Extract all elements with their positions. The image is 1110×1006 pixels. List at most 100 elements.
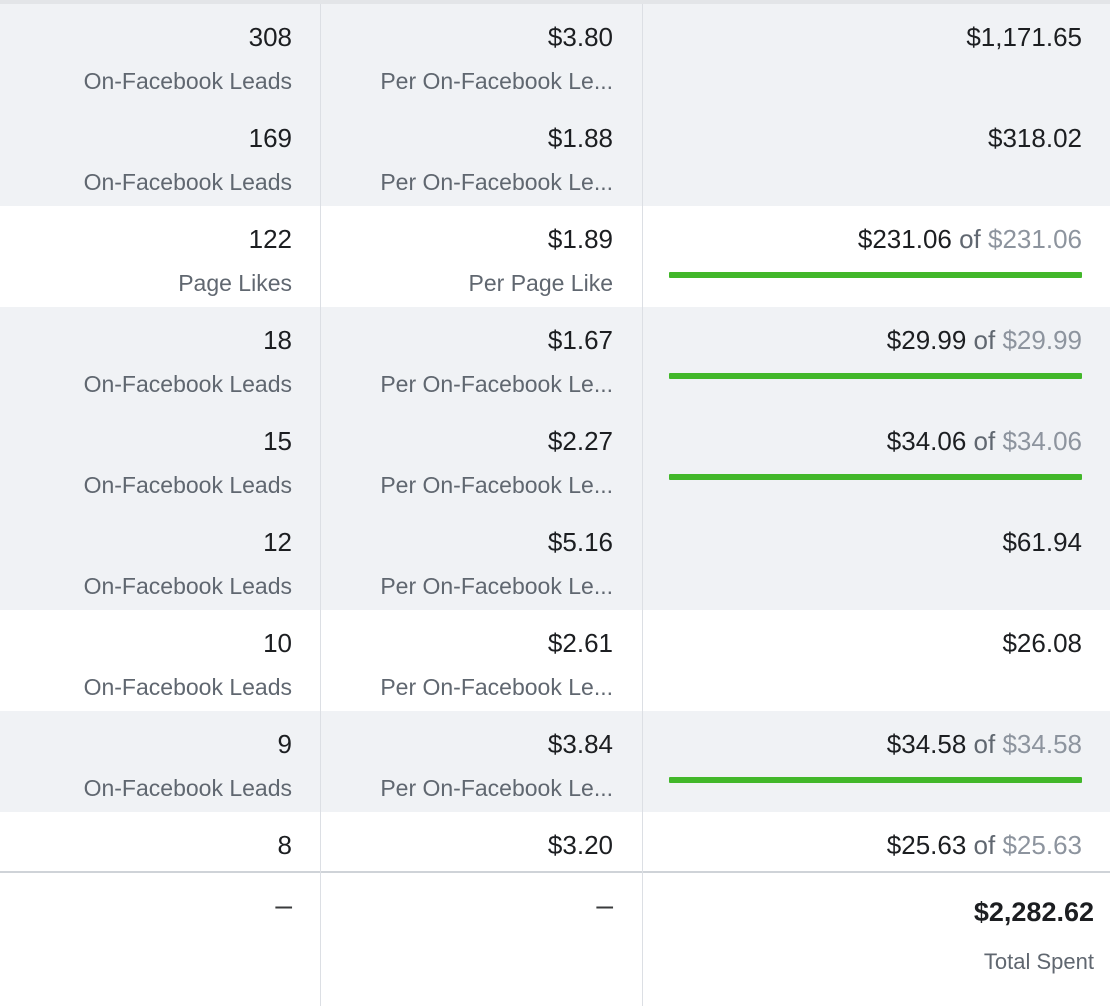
total-spent-value: $2,282.62	[973, 897, 1094, 927]
budget-progress-bar	[669, 777, 1082, 783]
cost-total: –	[596, 889, 613, 922]
amount-spent-cell: $34.06 of $34.06	[643, 408, 1110, 509]
results-value: 12	[263, 527, 292, 557]
cost-per-result-label: Per On-Facebook Le...	[380, 775, 613, 801]
table-row[interactable]: 10 On-Facebook Leads $2.61 Per On-Facebo…	[0, 610, 1110, 711]
budget-value: $34.06	[1002, 426, 1082, 456]
cost-per-result-label: Per On-Facebook Le...	[380, 169, 613, 195]
budget-progress-bar	[669, 272, 1082, 278]
cost-total-cell: –	[321, 873, 642, 1006]
table-top-border	[0, 0, 1110, 4]
table-row[interactable]: 308 On-Facebook Leads $3.80 Per On-Faceb…	[0, 4, 1110, 105]
amount-spent-value: $34.58	[886, 729, 967, 759]
amount-spent-cell: $26.08	[643, 610, 1110, 711]
cost-per-result-label: Per On-Facebook Le...	[380, 573, 613, 599]
of-text: of	[966, 729, 1003, 759]
of-text: of	[966, 426, 1003, 456]
amount-spent-cell: $25.63 of $25.63	[643, 812, 1110, 871]
results-label: On-Facebook Leads	[83, 68, 292, 94]
budget-progress-bar	[669, 474, 1082, 480]
cost-per-result-cell: $1.88 Per On-Facebook Le...	[321, 105, 642, 206]
results-cell: 18 On-Facebook Leads	[0, 307, 320, 408]
cost-per-result-value: $2.27	[547, 426, 613, 456]
amount-spent-line: $61.94	[643, 527, 1082, 557]
of-text: of	[966, 830, 1003, 860]
results-value: 169	[248, 123, 292, 153]
amount-spent-cell: $318.02	[643, 105, 1110, 206]
amount-spent-value: $318.02	[988, 123, 1082, 153]
results-value: 10	[263, 628, 292, 658]
amount-spent-value: $231.06	[857, 224, 952, 254]
amount-spent-line: $34.58 of $34.58	[643, 729, 1082, 759]
cost-per-result-value: $2.61	[547, 628, 613, 658]
cost-per-result-value: $5.16	[547, 527, 613, 557]
results-value: 122	[248, 224, 292, 254]
cost-per-result-cell: $1.89 Per Page Like	[321, 206, 642, 307]
results-cell: 15 On-Facebook Leads	[0, 408, 320, 509]
table-row[interactable]: 12 On-Facebook Leads $5.16 Per On-Facebo…	[0, 509, 1110, 610]
cost-per-result-cell: $1.67 Per On-Facebook Le...	[321, 307, 642, 408]
cost-per-result-cell: $2.27 Per On-Facebook Le...	[321, 408, 642, 509]
cost-per-result-cell: $5.16 Per On-Facebook Le...	[321, 509, 642, 610]
amount-spent-cell: $29.99 of $29.99	[643, 307, 1110, 408]
results-value: 18	[263, 325, 292, 355]
totals-row: – – $2,282.62 Total Spent	[0, 873, 1110, 1006]
results-label: Page Likes	[178, 270, 292, 296]
cost-per-result-cell: $3.80 Per On-Facebook Le...	[321, 4, 642, 105]
results-label: On-Facebook Leads	[83, 169, 292, 195]
cost-per-result-value: $3.20	[547, 830, 613, 860]
results-cell: 122 Page Likes	[0, 206, 320, 307]
budget-value: $29.99	[1002, 325, 1082, 355]
cost-per-result-cell: $2.61 Per On-Facebook Le...	[321, 610, 642, 711]
amount-spent-line: $29.99 of $29.99	[643, 325, 1082, 355]
amount-spent-line: $25.63 of $25.63	[643, 830, 1082, 860]
cost-per-result-cell: $3.84 Per On-Facebook Le...	[321, 711, 642, 812]
cost-per-result-value: $1.88	[547, 123, 613, 153]
results-cell: 12 On-Facebook Leads	[0, 509, 320, 610]
results-cell: 8	[0, 812, 320, 871]
budget-value: $34.58	[1002, 729, 1082, 759]
total-spent-label: Total Spent	[983, 949, 1094, 974]
cost-per-result-label: Per On-Facebook Le...	[380, 371, 613, 397]
table-row[interactable]: 122 Page Likes $1.89 Per Page Like $231.…	[0, 206, 1110, 307]
amount-spent-cell: $61.94	[643, 509, 1110, 610]
results-value: 8	[277, 830, 292, 860]
amount-spent-value: $34.06	[886, 426, 967, 456]
results-label: On-Facebook Leads	[83, 775, 292, 801]
amount-spent-line: $26.08	[643, 628, 1082, 658]
budget-value: $25.63	[1002, 830, 1082, 860]
totals-divider	[0, 871, 1110, 873]
cost-per-result-value: $3.84	[547, 729, 613, 759]
amount-spent-value: $29.99	[886, 325, 967, 355]
amount-spent-cell: $231.06 of $231.06	[643, 206, 1110, 307]
results-value: 308	[248, 22, 292, 52]
results-cell: 169 On-Facebook Leads	[0, 105, 320, 206]
results-value: 9	[277, 729, 292, 759]
results-label: On-Facebook Leads	[83, 472, 292, 498]
table-row[interactable]: 18 On-Facebook Leads $1.67 Per On-Facebo…	[0, 307, 1110, 408]
table-row[interactable]: 169 On-Facebook Leads $1.88 Per On-Faceb…	[0, 105, 1110, 206]
budget-value: $231.06	[988, 224, 1082, 254]
cost-per-result-value: $1.89	[547, 224, 613, 254]
cost-per-result-label: Per Page Like	[468, 270, 613, 296]
budget-progress-bar	[669, 373, 1082, 379]
of-text: of	[951, 224, 989, 254]
results-value: 15	[263, 426, 292, 456]
results-cell: 308 On-Facebook Leads	[0, 4, 320, 105]
amount-spent-line: $1,171.65	[643, 22, 1082, 52]
table-row[interactable]: 9 On-Facebook Leads $3.84 Per On-Faceboo…	[0, 711, 1110, 812]
amount-spent-value: $61.94	[1002, 527, 1082, 557]
amount-spent-value: $25.63	[886, 830, 967, 860]
column-divider	[320, 4, 321, 1006]
results-total-cell: –	[0, 873, 320, 1006]
cost-per-result-value: $1.67	[547, 325, 613, 355]
results-cell: 10 On-Facebook Leads	[0, 610, 320, 711]
cost-per-result-value: $3.80	[547, 22, 613, 52]
results-label: On-Facebook Leads	[83, 371, 292, 397]
cost-per-result-label: Per On-Facebook Le...	[380, 674, 613, 700]
table-row[interactable]: 8 $3.20 $25.63 of $25.63	[0, 812, 1110, 871]
results-total: –	[275, 889, 292, 922]
cost-per-result-label: Per On-Facebook Le...	[380, 68, 613, 94]
table-row[interactable]: 15 On-Facebook Leads $2.27 Per On-Facebo…	[0, 408, 1110, 509]
of-text: of	[966, 325, 1003, 355]
